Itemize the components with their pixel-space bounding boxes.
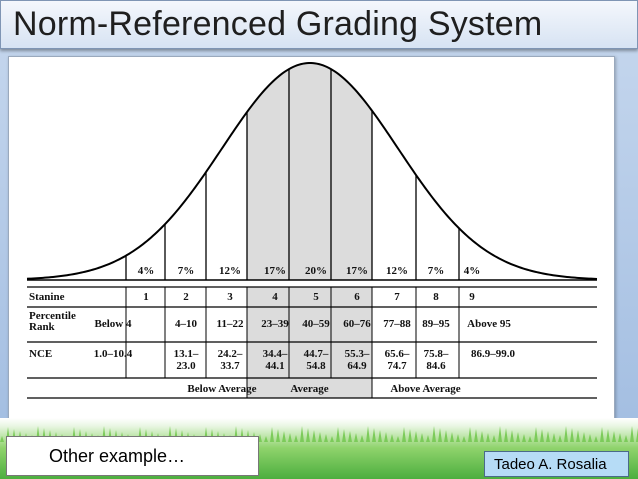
nce-value-line2: 64.9 [347,360,367,372]
average-shaded-region [247,63,372,280]
normal-curve-diagram: 4% 7% 12% 17% 20% 17% 12% 7% 4% Stanine Percentile… [26,62,598,399]
stanine-row-label: Stanine [29,291,65,303]
grass-decoration [0,426,638,442]
grass-blades [0,426,638,442]
stanine-value: 7 [394,291,400,303]
percentile-rank-value: Above 95 [467,318,511,330]
percentage-label: 7% [428,265,445,277]
nce-value-line2: 74.7 [387,360,407,372]
percentile-rank-value: 4–10 [175,318,198,330]
percentile-rank-value: 89–95 [422,318,450,330]
percentage-label: 7% [178,265,195,277]
nce-value-line2: 33.7 [220,360,240,372]
percentage-label: 4% [138,265,155,277]
percentile-rank-value: 40–59 [302,318,330,330]
percentile-rank-value: 60–76 [343,318,371,330]
nce-value-line2: 84.6 [426,360,446,372]
note-text: Other example… [49,446,186,466]
nce-value: 55.3– [345,348,370,360]
nce-value: 24.2– [218,348,243,360]
percentage-label: 17% [346,265,368,277]
percentile-row-label-rank: Rank [29,321,56,333]
group-above-average: Above Average [390,383,460,395]
stanine-value: 6 [354,291,360,303]
group-average: Average [290,383,328,395]
nce-value: 44.7– [304,348,329,360]
nce-value: 75.8– [424,348,449,360]
nce-value: 86.9–99.0 [471,348,516,360]
nce-row-label: NCE [29,348,52,360]
nce-value: 65.6– [385,348,410,360]
note-box: Other example… [6,436,259,476]
nce-value: 13.1– [174,348,199,360]
stanine-value: 4 [272,291,278,303]
percentile-rank-value: 23–39 [261,318,289,330]
stanine-value: 3 [227,291,233,303]
percentage-label: 20% [305,265,327,277]
nce-value: 34.4– [263,348,288,360]
author-box: Tadeo A. Rosalia [484,451,629,477]
percentage-label: 12% [386,265,408,277]
title-bar: Norm-Referenced Grading System [0,0,638,49]
percentile-rank-value: Below 4 [95,318,132,330]
percentage-label: 17% [264,265,286,277]
figure-panel: 4% 7% 12% 17% 20% 17% 12% 7% 4% Stanine Percentile… [8,56,615,420]
percentage-label: 4% [464,265,481,277]
stanine-value: 9 [469,291,475,303]
percentile-rank-value: 77–88 [383,318,411,330]
author-name: Tadeo A. Rosalia [494,456,607,473]
normal-curve [26,62,598,280]
nce-value-line2: 44.1 [265,360,284,372]
stanine-value: 5 [313,291,319,303]
stanine-value: 2 [183,291,189,303]
nce-value-line2: 54.8 [306,360,326,372]
percentile-rank-value: 11–22 [217,318,244,330]
percentile-row-label: Percentile [29,310,76,322]
slide-title: Norm-Referenced Grading System [13,5,543,43]
nce-value: 1.0–10.4 [94,348,133,360]
stanine-value: 1 [143,291,149,303]
nce-value-line2: 23.0 [176,360,196,372]
percentage-label: 12% [219,265,241,277]
stanine-value: 8 [433,291,439,303]
group-below-average: Below Average [187,383,256,395]
